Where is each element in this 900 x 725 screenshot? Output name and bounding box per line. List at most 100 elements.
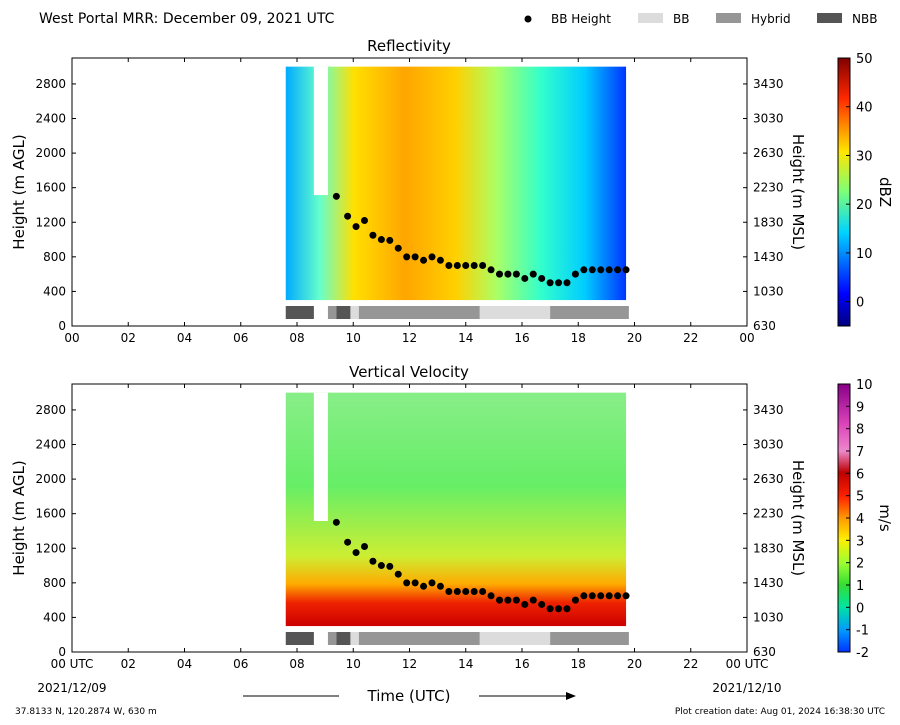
reflectivity-bb-height-point xyxy=(361,217,368,225)
reflectivity-bb-height-point xyxy=(487,266,495,274)
vertical-velocity-y-tick-label: 0 xyxy=(58,645,66,659)
reflectivity-bb-height-point xyxy=(332,192,340,200)
vertical-velocity-classification-bar xyxy=(285,632,629,645)
vertical-velocity-colorbar-tick-label: 8 xyxy=(856,423,864,438)
vertical-velocity-y-tick-label: 800 xyxy=(43,576,66,590)
vertical-velocity-y-tick-label: 1200 xyxy=(35,541,66,555)
reflectivity-panel: Reflectivity 00 02 04 06 08 10 12 14 16 18 20 22 000… xyxy=(10,37,894,345)
reflectivity-x-tick-label: 20 xyxy=(627,331,642,345)
reflectivity-y-tick-label: 2000 xyxy=(35,146,66,160)
reflectivity-ylabel-right: Height (m MSL) xyxy=(789,134,807,250)
reflectivity-bb-height-point xyxy=(352,223,360,231)
reflectivity-bb-height-point xyxy=(605,266,613,274)
reflectivity-x-tick-label: 06 xyxy=(233,331,248,345)
vertical-velocity-classification-segment xyxy=(327,632,337,645)
vertical-velocity-bb-height-point xyxy=(470,587,478,595)
vertical-velocity-colorbar-tick-label: 7 xyxy=(856,445,864,460)
reflectivity-y-tick-label: 2800 xyxy=(35,77,66,91)
vertical-velocity-bb-height-point xyxy=(487,592,495,600)
reflectivity-bb-height-point xyxy=(588,266,596,274)
reflectivity-colorbar-tick-label: 0 xyxy=(856,296,864,311)
vertical-velocity-classification-segment xyxy=(550,632,629,645)
vertical-velocity-ylabel: Height (m AGL) xyxy=(10,460,28,575)
vertical-velocity-y-tick-label: 2400 xyxy=(35,438,66,452)
vertical-velocity-bb-height-point xyxy=(436,582,444,590)
vertical-velocity-colorbar-tick-label: 10 xyxy=(856,378,873,393)
vertical-velocity-bb-height-point xyxy=(332,518,340,526)
reflectivity-x-tick-label: 04 xyxy=(177,331,192,345)
vertical-velocity-bb-height-point xyxy=(622,592,630,600)
reflectivity-bb-height-point xyxy=(496,270,503,278)
reflectivity-bb-height-point xyxy=(580,266,588,274)
reflectivity-bb-height-point xyxy=(470,261,478,269)
vertical-velocity-y-tick-label: 1600 xyxy=(35,507,66,521)
reflectivity-bb-height-point xyxy=(538,274,546,282)
vertical-velocity-colorbar-tick-label: 0 xyxy=(856,601,864,616)
reflectivity-bb-height-points xyxy=(332,192,630,287)
vertical-velocity-bb-height-point xyxy=(361,543,368,551)
reflectivity-bb-height-point xyxy=(622,266,630,274)
vertical-velocity-x-tick-label: 10 xyxy=(346,657,361,671)
vertical-velocity-x-tick-label: 00 UTC xyxy=(51,657,94,671)
vertical-velocity-colorbar-tick-label: 4 xyxy=(856,512,864,527)
legend-nbb-swatch xyxy=(817,13,842,23)
vertical-velocity-colorbar-tick-label: 9 xyxy=(856,400,864,415)
vertical-velocity-x-tick-label: 12 xyxy=(402,657,417,671)
reflectivity-bb-height-point xyxy=(546,279,554,287)
plot-creation-date: Plot creation date: Aug 01, 2024 16:38:3… xyxy=(675,707,885,717)
reflectivity-x-tick-label: 12 xyxy=(402,331,417,345)
vertical-velocity-colorbar-tick-label: 5 xyxy=(856,490,864,505)
vertical-velocity-y-right-tick-label: 1030 xyxy=(753,610,784,624)
x-axis-label: Time (UTC) xyxy=(367,687,451,705)
reflectivity-classification-segment xyxy=(358,306,480,319)
reflectivity-x-tick-label: 00 xyxy=(739,331,754,345)
vertical-velocity-y-tick-label: 400 xyxy=(43,610,66,624)
reflectivity-x-tick-label: 00 xyxy=(64,331,79,345)
vertical-velocity-bb-height-point xyxy=(403,579,411,587)
vertical-velocity-x-tick-label: 22 xyxy=(683,657,698,671)
reflectivity-classification-segment xyxy=(285,306,314,319)
reflectivity-y-tick-label: 800 xyxy=(43,250,66,264)
legend-bb-label: BB xyxy=(673,12,689,26)
vertical-velocity-y-right-tick-label: 2230 xyxy=(753,507,784,521)
reflectivity-y-tick-label: 400 xyxy=(43,284,66,298)
vertical-velocity-bb-height-point xyxy=(496,596,503,604)
reflectivity-bb-height-point xyxy=(453,261,461,269)
reflectivity-y-right-tick-label: 630 xyxy=(753,319,776,333)
vertical-velocity-title: Vertical Velocity xyxy=(349,363,469,381)
vertical-velocity-bb-height-point xyxy=(546,605,554,613)
reflectivity-bb-height-point xyxy=(394,244,402,252)
reflectivity-bb-height-point xyxy=(479,261,487,269)
vertical-velocity-bb-height-point xyxy=(504,596,512,604)
vertical-velocity-bb-height-point xyxy=(597,592,605,600)
reflectivity-y-right-tick-label: 1830 xyxy=(753,215,784,229)
vertical-velocity-classification-segment xyxy=(336,632,351,645)
vertical-velocity-bb-height-point xyxy=(377,562,385,570)
vertical-velocity-y-right-tick-label: 3430 xyxy=(753,403,784,417)
reflectivity-ylabel: Height (m AGL) xyxy=(10,134,28,249)
vertical-velocity-y-right-tick-label: 2630 xyxy=(753,472,784,486)
vertical-velocity-x-tick-label: 18 xyxy=(571,657,586,671)
vertical-velocity-bb-height-point xyxy=(369,557,377,565)
reflectivity-y-tick-label: 2400 xyxy=(35,112,66,126)
vertical-velocity-x-tick-label: 20 xyxy=(627,657,642,671)
vertical-velocity-bb-height-point xyxy=(462,587,470,595)
vertical-velocity-bb-height-point xyxy=(614,592,622,600)
reflectivity-y-tick-label: 1200 xyxy=(35,215,66,229)
reflectivity-classification-bar xyxy=(285,306,629,319)
reflectivity-y-right-tick-label: 2230 xyxy=(753,181,784,195)
reflectivity-x-tick-label: 16 xyxy=(514,331,529,345)
reflectivity-bb-height-point xyxy=(428,253,436,261)
reflectivity-bb-height-point xyxy=(445,261,453,269)
vertical-velocity-field-area xyxy=(285,392,627,627)
vertical-velocity-x-tick-label: 06 xyxy=(233,657,248,671)
reflectivity-y-right-tick-label: 1030 xyxy=(753,284,784,298)
reflectivity-x-tick-label: 10 xyxy=(346,331,361,345)
reflectivity-y-right-tick-label: 3030 xyxy=(753,112,784,126)
reflectivity-field-area xyxy=(285,66,627,301)
vertical-velocity-y-right-tick-label: 3030 xyxy=(753,438,784,452)
vertical-velocity-y-right-tick-label: 1430 xyxy=(753,576,784,590)
vertical-velocity-colorbar-ticks: -2 -1 0 1 2 3 4 5 6 7 8 9 10 xyxy=(846,378,873,661)
vertical-velocity-ylabel-right: Height (m MSL) xyxy=(789,460,807,576)
reflectivity-field xyxy=(285,66,627,301)
